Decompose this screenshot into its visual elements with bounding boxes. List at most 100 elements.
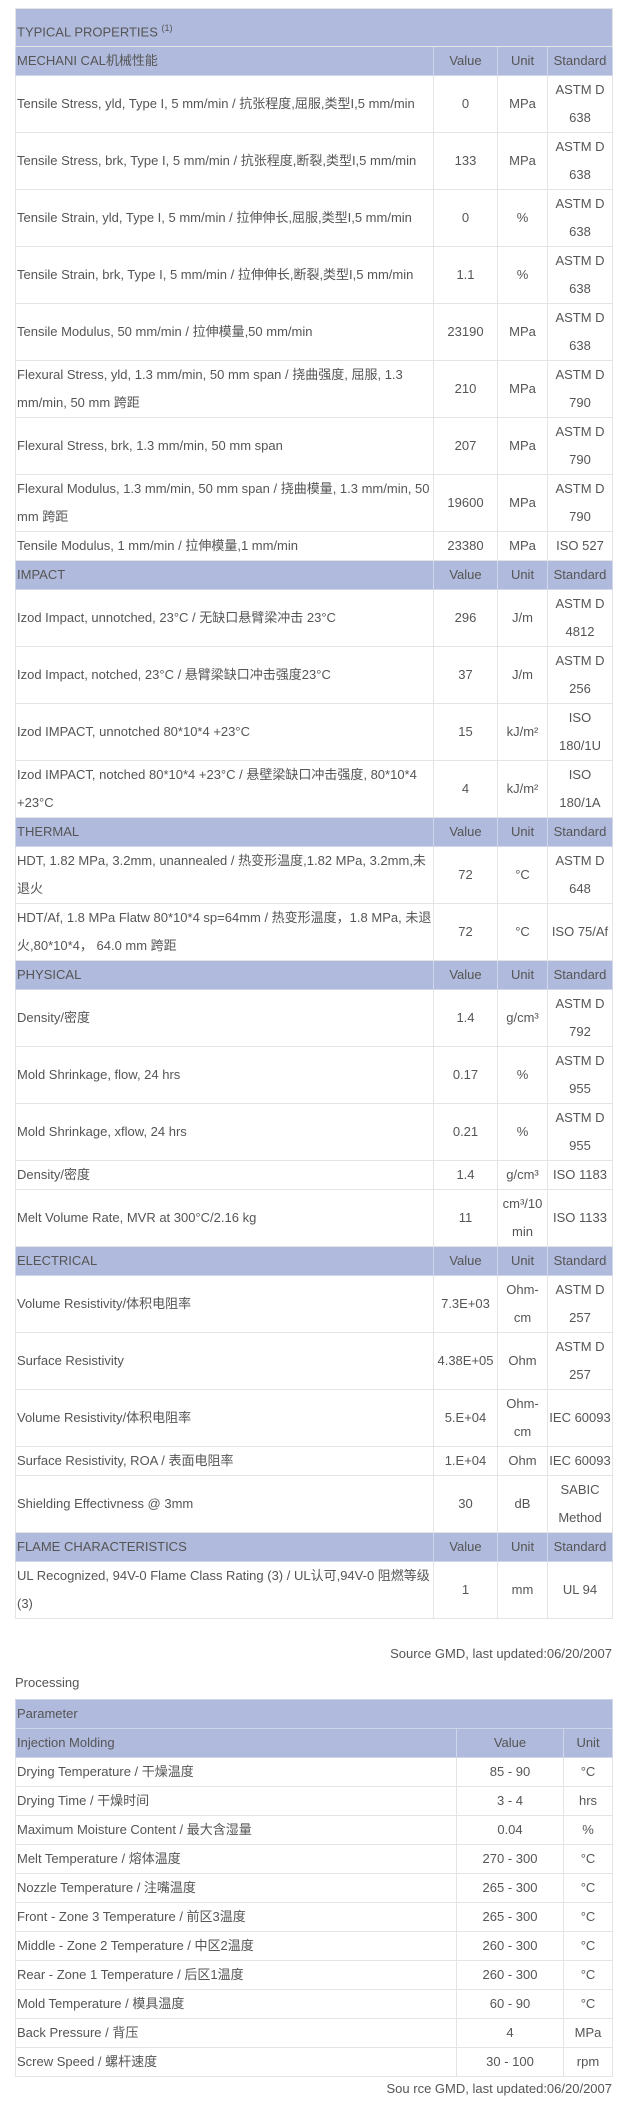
property-standard: IEC 60093 [547, 1446, 613, 1477]
property-label: Flexural Modulus, 1.3 mm/min, 50 mm span… [15, 474, 434, 533]
table-row: Melt Volume Rate, MVR at 300°C/2.16 kg 11… [15, 1189, 613, 1248]
parameter-label: Rear - Zone 1 Temperature / 后区1温度 [15, 1960, 457, 1990]
property-value: 1 [433, 1561, 498, 1620]
property-standard: ASTM D 790 [547, 417, 613, 476]
value-header: Value [433, 46, 498, 77]
property-unit: kJ/m² [497, 703, 548, 762]
property-label: UL Recognized, 94V-0 Flame Class Rating … [15, 1561, 434, 1620]
section-header-row: Injection Molding Value Unit [15, 1728, 613, 1758]
property-standard: ASTM D 638 [547, 246, 613, 305]
property-label: HDT/Af, 1.8 MPa Flatw 80*10*4 sp=64mm / … [15, 903, 434, 962]
parameter-unit: °C [563, 1757, 613, 1787]
table-row: Maximum Moisture Content / 最大含湿量 0.04% [15, 1815, 613, 1845]
table-row: Flexural Stress, yld, 1.3 mm/min, 50 mm … [15, 360, 613, 419]
table-row: Izod Impact, unnotched, 23°C / 无缺口悬臂梁冲击 … [15, 589, 613, 648]
table-row: Shielding Effectivness @ 3mm 30 dB SABIC Me… [15, 1475, 613, 1534]
property-standard: IEC 60093 [547, 1389, 613, 1448]
table-row: Screw Speed / 螺杆速度 30 - 100 rpm [15, 2047, 613, 2077]
parameter-unit: rpm [563, 2047, 613, 2077]
standard-header: Standard [547, 560, 613, 591]
property-standard: ASTM D 638 [547, 303, 613, 362]
property-standard: ISO 1183 [547, 1160, 613, 1191]
section-header-row: PHYSICAL Value Unit Standard [15, 960, 613, 991]
table-row: Mold Shrinkage, flow, 24 hrs 0.17% ASTM D … [15, 1046, 613, 1105]
value-header: Value [456, 1728, 564, 1758]
property-label: Izod Impact, unnotched, 23°C / 无缺口悬臂梁冲击 … [15, 589, 434, 648]
standard-header: Standard [547, 46, 613, 77]
property-unit: cm³/10 min [497, 1189, 548, 1248]
property-label: Mold Shrinkage, xflow, 24 hrs [15, 1103, 434, 1162]
property-value: 37 [433, 646, 498, 705]
section-name: ELECTRICAL [15, 1246, 434, 1277]
property-label: Izod IMPACT, unnotched 80*10*4 +23°C [15, 703, 434, 762]
source-note: Source GMD, last updated:06/20/2007 [390, 1646, 612, 1661]
property-standard: ASTM D 792 [547, 989, 613, 1048]
property-unit: g/cm³ [497, 1160, 548, 1191]
property-standard: ISO 180/1U [547, 703, 613, 762]
parameter-value: 3 - 4 [456, 1786, 564, 1816]
parameter-unit: °C [563, 1960, 613, 1990]
parameter-label: Screw Speed / 螺杆速度 [15, 2047, 457, 2077]
parameter-header: Parameter [15, 1699, 613, 1729]
property-unit: °C [497, 903, 548, 962]
property-unit: % [497, 246, 548, 305]
property-standard: ASTM D 790 [547, 474, 613, 533]
property-value: 11 [433, 1189, 498, 1248]
unit-header: Unit [563, 1728, 613, 1758]
table-row: Tensile Strain, brk, Type I, 5 mm/min / … [15, 246, 613, 305]
parameter-header-row: Parameter [15, 1699, 613, 1729]
property-value: 5.E+04 [433, 1389, 498, 1448]
unit-header: Unit [497, 1246, 548, 1277]
property-label: Mold Shrinkage, flow, 24 hrs [15, 1046, 434, 1105]
property-unit: Ohm [497, 1332, 548, 1391]
section-header-row: MECHANI CAL机械性能 Value Unit Standard [15, 46, 613, 77]
property-value: 296 [433, 589, 498, 648]
property-value: 23190 [433, 303, 498, 362]
parameter-value: 270 - 300 [456, 1844, 564, 1874]
parameter-value: 260 - 300 [456, 1931, 564, 1961]
table-row: Izod Impact, notched, 23°C / 悬臂梁缺口冲击强度23… [15, 646, 613, 705]
property-unit: J/m [497, 646, 548, 705]
table-row: Density/密度 1.4 g/cm³ ISO 1183 [15, 1160, 613, 1191]
property-value: 133 [433, 132, 498, 191]
unit-header: Unit [497, 817, 548, 848]
property-unit: g/cm³ [497, 989, 548, 1048]
section-name: MECHANI CAL机械性能 [15, 46, 434, 77]
property-standard: ASTM D 256 [547, 646, 613, 705]
section-name: PHYSICAL [15, 960, 434, 991]
section-header-row: IMPACT Value Unit Standard [15, 560, 613, 591]
property-unit: mm [497, 1561, 548, 1620]
standard-header: Standard [547, 960, 613, 991]
property-standard: ASTM D 955 [547, 1046, 613, 1105]
parameter-label: Drying Temperature / 干燥温度 [15, 1757, 457, 1787]
parameter-unit: °C [563, 1844, 613, 1874]
property-label: Melt Volume Rate, MVR at 300°C/2.16 kg [15, 1189, 434, 1248]
parameter-unit: % [563, 1815, 613, 1845]
unit-header: Unit [497, 1532, 548, 1563]
property-label: Shielding Effectivness @ 3mm [15, 1475, 434, 1534]
property-unit: Ohm-cm [497, 1389, 548, 1448]
value-header: Value [433, 960, 498, 991]
property-unit: MPa [497, 417, 548, 476]
property-label: Tensile Strain, brk, Type I, 5 mm/min / … [15, 246, 434, 305]
property-label: Volume Resistivity/体积电阻率 [15, 1389, 434, 1448]
property-label: Izod Impact, notched, 23°C / 悬臂梁缺口冲击强度23… [15, 646, 434, 705]
value-header: Value [433, 1532, 498, 1563]
standard-header: Standard [547, 1246, 613, 1277]
parameter-value: 265 - 300 [456, 1873, 564, 1903]
table-row: Volume Resistivity/体积电阻率 5.E+04 Ohm-cm IEC … [15, 1389, 613, 1448]
standard-header: Standard [547, 817, 613, 848]
processing-source-note: Sou rce GMD, last updated:06/20/2007 [386, 2081, 612, 2096]
property-unit: MPa [497, 303, 548, 362]
parameter-value: 85 - 90 [456, 1757, 564, 1787]
table-row: Flexural Stress, brk, 1.3 mm/min, 50 mm … [15, 417, 613, 476]
table-row: Volume Resistivity/体积电阻率 7.3E+03 Ohm-cm AST… [15, 1275, 613, 1334]
parameter-unit: °C [563, 1873, 613, 1903]
parameter-unit: MPa [563, 2018, 613, 2048]
section-name: Injection Molding [15, 1728, 457, 1758]
unit-header: Unit [497, 46, 548, 77]
title-footnote: (1) [161, 23, 173, 33]
title-text: TYPICAL PROPERTIES [17, 24, 158, 40]
property-label: Surface Resistivity [15, 1332, 434, 1391]
property-value: 4.38E+05 [433, 1332, 498, 1391]
